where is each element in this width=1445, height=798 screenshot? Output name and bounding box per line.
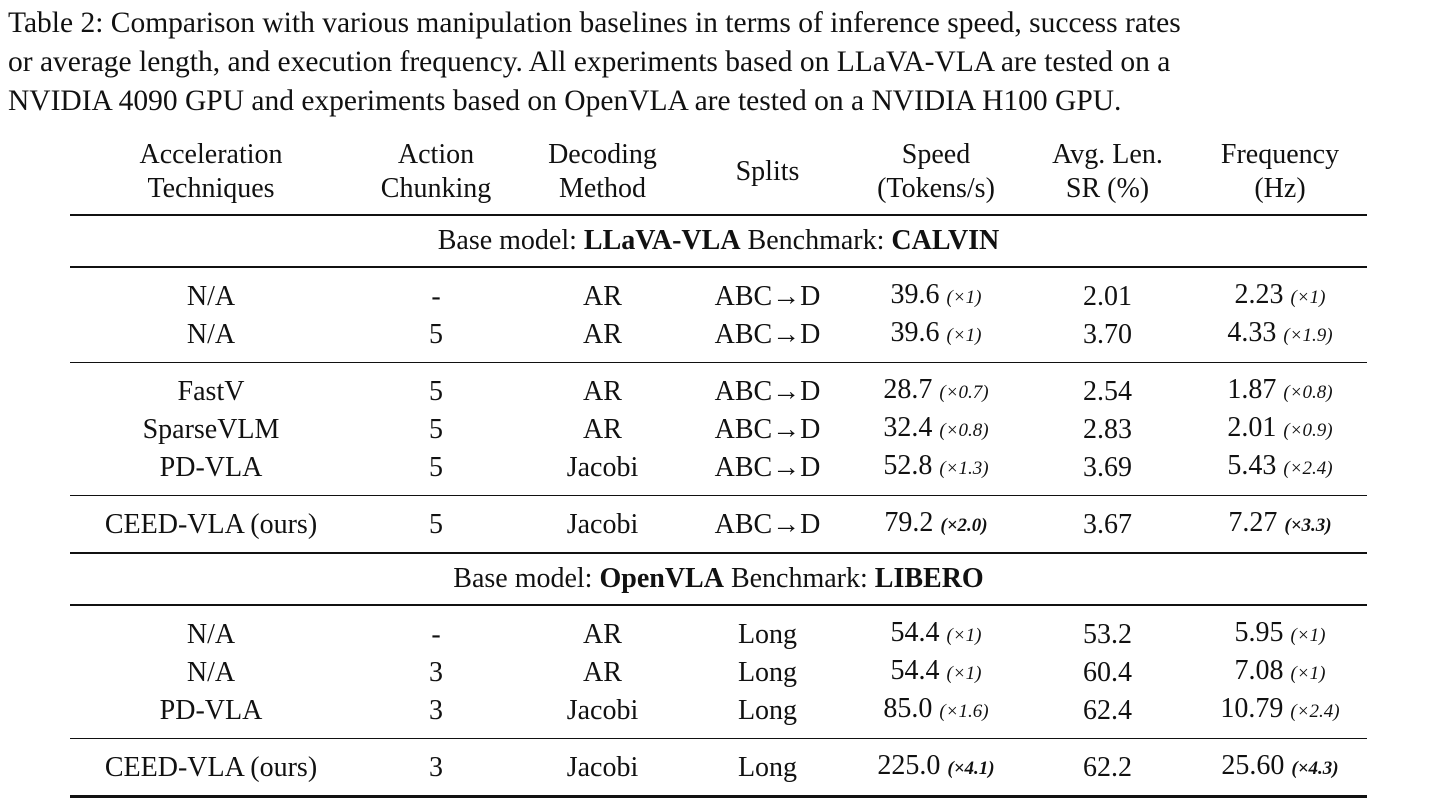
table-caption: Table 2: Comparison with various manipul… [8, 4, 1440, 121]
table-row: N/A - AR ABC→D 39.6 (×1) 2.01 2.23 (×1) [186, 279, 1326, 312]
caption-line: NVIDIA 4090 GPU and experiments based on… [8, 85, 1122, 117]
caption-line: or average length, and execution frequen… [8, 46, 1171, 78]
table-row: CEED-VLA (ours) 5 Jacobi ABC→D 79.2 (×2.0) … [70, 495, 1367, 554]
header-action-chunking: Action Chunking [352, 134, 520, 216]
table-row: FastV 5 AR ABC→D 28.7 (×0.7) 2.54 1.87 (×0.… [177, 374, 1333, 407]
table-row: PD-VLA 3 Jacobi Long 85.0 (×1.6) 62.4 10.79… [70, 691, 1367, 739]
table-row: N/A 3 AR Long 54.4 (×1) 60.4 7.08 (×1) [186, 655, 1326, 688]
header-frequency: Frequency (Hz) [1193, 134, 1367, 216]
header-acceleration-techniques: Acceleration Techniques [70, 134, 352, 216]
header-speed: Speed (Tokens/s) [850, 134, 1022, 216]
table-row: N/A 5 AR ABC→D 39.6 (×1) 3.70 4.33 (×1.9) [70, 315, 1367, 363]
header-splits: Splits [685, 134, 850, 216]
header-success-rate: Avg. Len. SR (%) [1022, 134, 1193, 216]
section-header-calvin: Base model: LLaVA-VLA Benchmark: CALVIN [70, 215, 1367, 268]
caption-line: Table 2: Comparison with various manipul… [8, 7, 1181, 39]
results-table: Acceleration Techniques Action Chunking De… [70, 134, 1367, 798]
header-decoding-method: Decoding Method [520, 134, 685, 216]
section-header-libero: Base model: OpenVLA Benchmark: LIBERO [70, 553, 1367, 606]
table-row: CEED-VLA (ours) 3 Jacobi Long 225.0 (×4.1) … [70, 738, 1367, 798]
header-row: Acceleration Techniques Action Chunking De… [70, 134, 1367, 216]
table-row: N/A - AR Long 54.4 (×1) 53.2 5.95 (×1) [186, 617, 1326, 650]
table-row: SparseVLM 5 AR ABC→D 32.4 (×0.8) 2.83 2.01 … [142, 412, 1333, 445]
table-row: PD-VLA 5 Jacobi ABC→D 52.8 (×1.3) 3.69 5.43… [70, 448, 1367, 496]
